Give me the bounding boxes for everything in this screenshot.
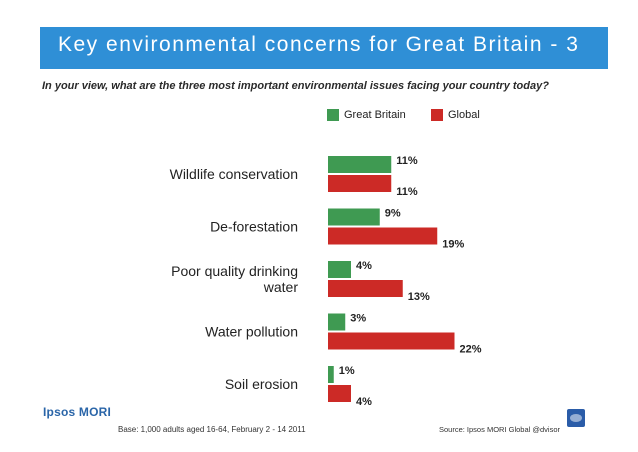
title-bar — [40, 27, 608, 69]
value-label-great-britain-de-forestation: 9% — [385, 208, 401, 220]
value-label-global-water-pollution: 22% — [460, 344, 482, 356]
value-label-great-britain-water-pollution: 3% — [350, 313, 366, 325]
value-label-global-soil-erosion: 4% — [356, 396, 372, 408]
value-label-global-poor-quality-drinking-water: 13% — [408, 291, 430, 303]
bar-great-britain-soil-erosion — [328, 366, 334, 383]
legend-label-great-britain: Great Britain — [344, 109, 406, 121]
legend-swatch-global — [431, 109, 443, 121]
question-text: In your view, what are the three most im… — [42, 80, 549, 92]
category-label-wildlife-conservation: Wildlife conservation — [170, 166, 298, 182]
bar-global-poor-quality-drinking-water — [328, 280, 403, 297]
category-label-poor-quality-drinking-water: Poor quality drinking water — [171, 263, 298, 295]
bar-global-de-forestation — [328, 227, 438, 245]
category-label-de-forestation: De-forestation — [210, 219, 298, 235]
ipsos-mori-logo: Ipsos MORI — [43, 405, 112, 419]
value-label-great-britain-wildlife-conservation: 11% — [396, 155, 418, 167]
bar-global-soil-erosion — [328, 385, 351, 402]
value-label-global-de-forestation: 19% — [442, 239, 464, 251]
base-note: Base: 1,000 adults aged 16-64, February … — [118, 425, 306, 434]
category-label-water-pollution: Water pollution — [205, 324, 298, 340]
value-label-great-britain-poor-quality-drinking-water: 4% — [356, 260, 372, 272]
legend-swatch-great-britain — [327, 109, 339, 121]
bar-great-britain-poor-quality-drinking-water — [328, 261, 351, 278]
category-label-soil-erosion: Soil erosion — [225, 376, 298, 392]
legend-label-global: Global — [448, 109, 480, 121]
source-note: Source: Ipsos MORI Global @dvisor — [439, 425, 560, 434]
ipsos-corner-logo — [567, 409, 585, 427]
chart-title: Key environmental concerns for Great Bri… — [58, 33, 580, 56]
bar-great-britain-water-pollution — [328, 313, 346, 331]
bar-great-britain-wildlife-conservation — [328, 156, 392, 173]
bar-great-britain-de-forestation — [328, 208, 380, 226]
bar-global-water-pollution — [328, 332, 455, 350]
bar-global-wildlife-conservation — [328, 175, 392, 192]
value-label-great-britain-soil-erosion: 1% — [339, 365, 355, 377]
value-label-global-wildlife-conservation: 11% — [396, 186, 418, 198]
